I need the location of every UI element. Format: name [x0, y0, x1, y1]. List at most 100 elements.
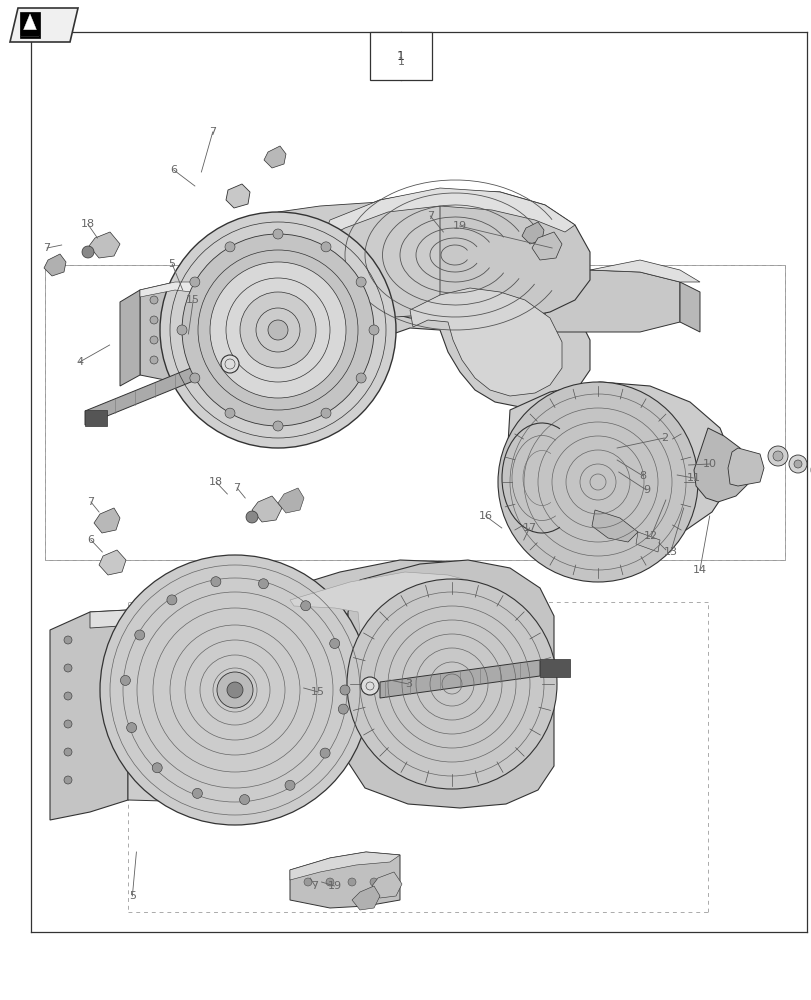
Circle shape	[810, 461, 811, 479]
Text: 1: 1	[397, 57, 404, 67]
Circle shape	[348, 878, 355, 886]
Polygon shape	[539, 659, 569, 677]
Circle shape	[325, 878, 333, 886]
Text: 7: 7	[234, 483, 240, 493]
Text: 8: 8	[639, 471, 646, 481]
Polygon shape	[275, 560, 535, 710]
Text: 5: 5	[129, 891, 135, 901]
Circle shape	[150, 296, 158, 304]
Text: 19: 19	[327, 881, 341, 891]
Circle shape	[240, 292, 315, 368]
Polygon shape	[20, 12, 40, 38]
Text: 1: 1	[397, 50, 405, 63]
Text: 7: 7	[44, 243, 50, 253]
Polygon shape	[277, 488, 303, 513]
Circle shape	[190, 373, 200, 383]
Polygon shape	[21, 14, 39, 36]
Circle shape	[64, 748, 72, 756]
Circle shape	[772, 451, 782, 461]
Circle shape	[370, 878, 378, 886]
Polygon shape	[505, 382, 731, 542]
Polygon shape	[139, 282, 228, 297]
Circle shape	[767, 446, 787, 466]
Circle shape	[329, 639, 339, 649]
Circle shape	[64, 776, 72, 784]
Polygon shape	[693, 428, 749, 502]
Text: 6: 6	[88, 535, 94, 545]
Polygon shape	[90, 610, 160, 628]
Polygon shape	[410, 288, 561, 396]
Polygon shape	[727, 448, 763, 486]
Circle shape	[64, 692, 72, 700]
Circle shape	[217, 672, 253, 708]
Polygon shape	[521, 222, 543, 244]
Circle shape	[300, 601, 311, 611]
Polygon shape	[50, 610, 128, 820]
Circle shape	[177, 325, 187, 335]
Circle shape	[152, 763, 162, 773]
Circle shape	[160, 212, 396, 448]
Text: 9: 9	[642, 485, 649, 495]
Circle shape	[246, 511, 258, 523]
Circle shape	[225, 408, 234, 418]
Circle shape	[793, 460, 801, 468]
Circle shape	[239, 795, 249, 805]
Text: 15: 15	[311, 687, 325, 697]
Text: 7: 7	[427, 211, 433, 221]
Polygon shape	[85, 357, 217, 425]
Circle shape	[64, 720, 72, 728]
Text: 6: 6	[170, 165, 177, 175]
Circle shape	[340, 685, 350, 695]
Text: 7: 7	[209, 127, 216, 137]
Text: 7: 7	[311, 881, 318, 891]
Polygon shape	[277, 202, 440, 318]
Text: 12: 12	[643, 531, 658, 541]
Text: 16: 16	[478, 511, 492, 521]
Polygon shape	[89, 232, 120, 258]
Circle shape	[190, 277, 200, 287]
Polygon shape	[351, 886, 380, 910]
Polygon shape	[94, 508, 120, 533]
Circle shape	[368, 325, 379, 335]
Circle shape	[210, 262, 345, 398]
Text: 15: 15	[186, 295, 200, 305]
Circle shape	[211, 577, 221, 587]
Polygon shape	[264, 146, 285, 168]
Circle shape	[192, 788, 202, 798]
Polygon shape	[590, 260, 699, 282]
Text: 10: 10	[702, 459, 716, 469]
Polygon shape	[370, 32, 431, 80]
Polygon shape	[99, 550, 126, 575]
Polygon shape	[225, 184, 250, 208]
Polygon shape	[290, 572, 519, 702]
Text: 18: 18	[80, 219, 95, 229]
Polygon shape	[290, 852, 400, 908]
Text: 19: 19	[452, 221, 466, 231]
Text: 3: 3	[405, 679, 411, 689]
Circle shape	[167, 595, 177, 605]
Polygon shape	[139, 282, 228, 382]
Polygon shape	[21, 30, 39, 36]
Circle shape	[285, 780, 294, 790]
Circle shape	[64, 664, 72, 672]
Polygon shape	[531, 232, 561, 260]
Circle shape	[320, 408, 331, 418]
Circle shape	[100, 555, 370, 825]
Polygon shape	[348, 560, 553, 808]
Polygon shape	[635, 532, 659, 552]
Text: 17: 17	[521, 523, 536, 533]
Circle shape	[150, 336, 158, 344]
Polygon shape	[591, 510, 637, 542]
Polygon shape	[251, 496, 281, 522]
Circle shape	[497, 382, 697, 582]
Polygon shape	[120, 290, 139, 386]
Circle shape	[338, 704, 348, 714]
Text: 7: 7	[88, 497, 94, 507]
Polygon shape	[290, 852, 400, 880]
Circle shape	[346, 579, 556, 789]
Circle shape	[356, 373, 366, 383]
Polygon shape	[44, 254, 66, 276]
Polygon shape	[389, 270, 590, 408]
Text: 2: 2	[660, 433, 667, 443]
Circle shape	[268, 320, 288, 340]
